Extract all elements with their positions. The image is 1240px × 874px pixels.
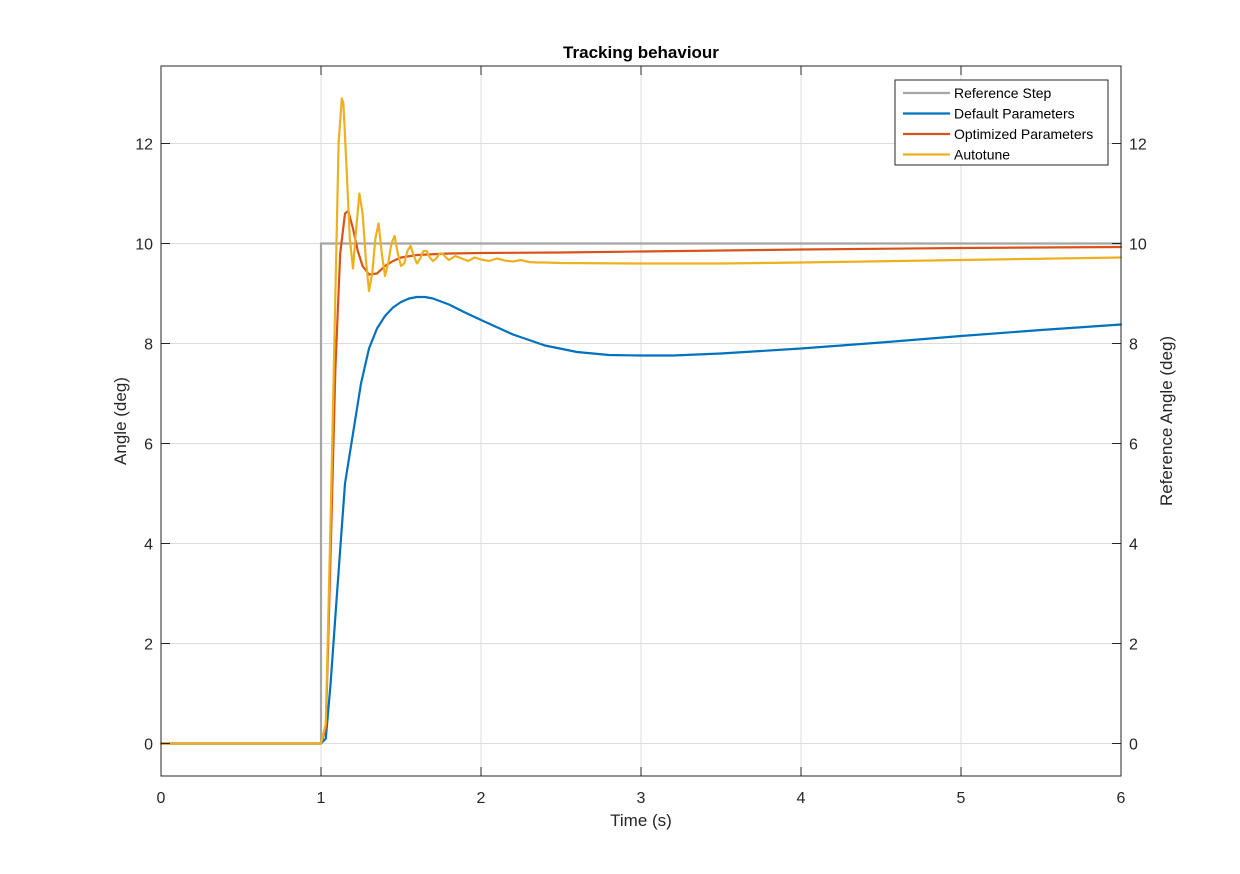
- y-axis-label: Angle (deg): [111, 377, 130, 465]
- legend: Reference Step Default Parameters Optimize…: [894, 79, 1109, 166]
- legend-label-3: Optimized Parameters: [954, 126, 1093, 142]
- y-tick-label-right: 10: [1129, 237, 1147, 254]
- series-line-2: [159, 295, 1123, 745]
- legend-label-2: Default Parameters: [954, 106, 1075, 122]
- y-tick-label-right: 4: [1129, 537, 1138, 554]
- legend-label-4: Autotune: [954, 147, 1010, 163]
- x-tick-label: 3: [637, 790, 646, 807]
- x-tick-label: 5: [957, 790, 966, 807]
- y-tick-label-right: 2: [1129, 637, 1138, 654]
- y-tick-label: 4: [144, 537, 153, 554]
- y-tick-label: 2: [144, 637, 153, 654]
- series-lines: [159, 97, 1123, 745]
- y-tick-label: 6: [144, 437, 153, 454]
- x-tick-label: 2: [477, 790, 486, 807]
- legend-label-1: Reference Step: [954, 85, 1051, 101]
- x-tick-label: 6: [1117, 790, 1126, 807]
- y-axis-label-right: Reference Angle (deg): [1157, 336, 1176, 506]
- x-tick-label: 0: [157, 790, 166, 807]
- x-axis-label: Time (s): [610, 811, 672, 830]
- y-tick-label: 0: [144, 737, 153, 754]
- chart-title: Tracking behaviour: [563, 43, 719, 62]
- x-tick-label: 1: [317, 790, 326, 807]
- y-tick-label-right: 8: [1129, 337, 1138, 354]
- y-tick-label-right: 12: [1129, 137, 1147, 154]
- x-tick-label: 4: [797, 790, 806, 807]
- y-tick-label-right: 6: [1129, 437, 1138, 454]
- series-line-4: [159, 97, 1123, 745]
- axes-frame: [160, 65, 1122, 777]
- y-tick-label: 12: [135, 137, 153, 154]
- y-tick-label: 10: [135, 237, 153, 254]
- y-tick-label: 8: [144, 337, 153, 354]
- legend-box: [894, 79, 1109, 166]
- y-tick-label-right: 0: [1129, 737, 1138, 754]
